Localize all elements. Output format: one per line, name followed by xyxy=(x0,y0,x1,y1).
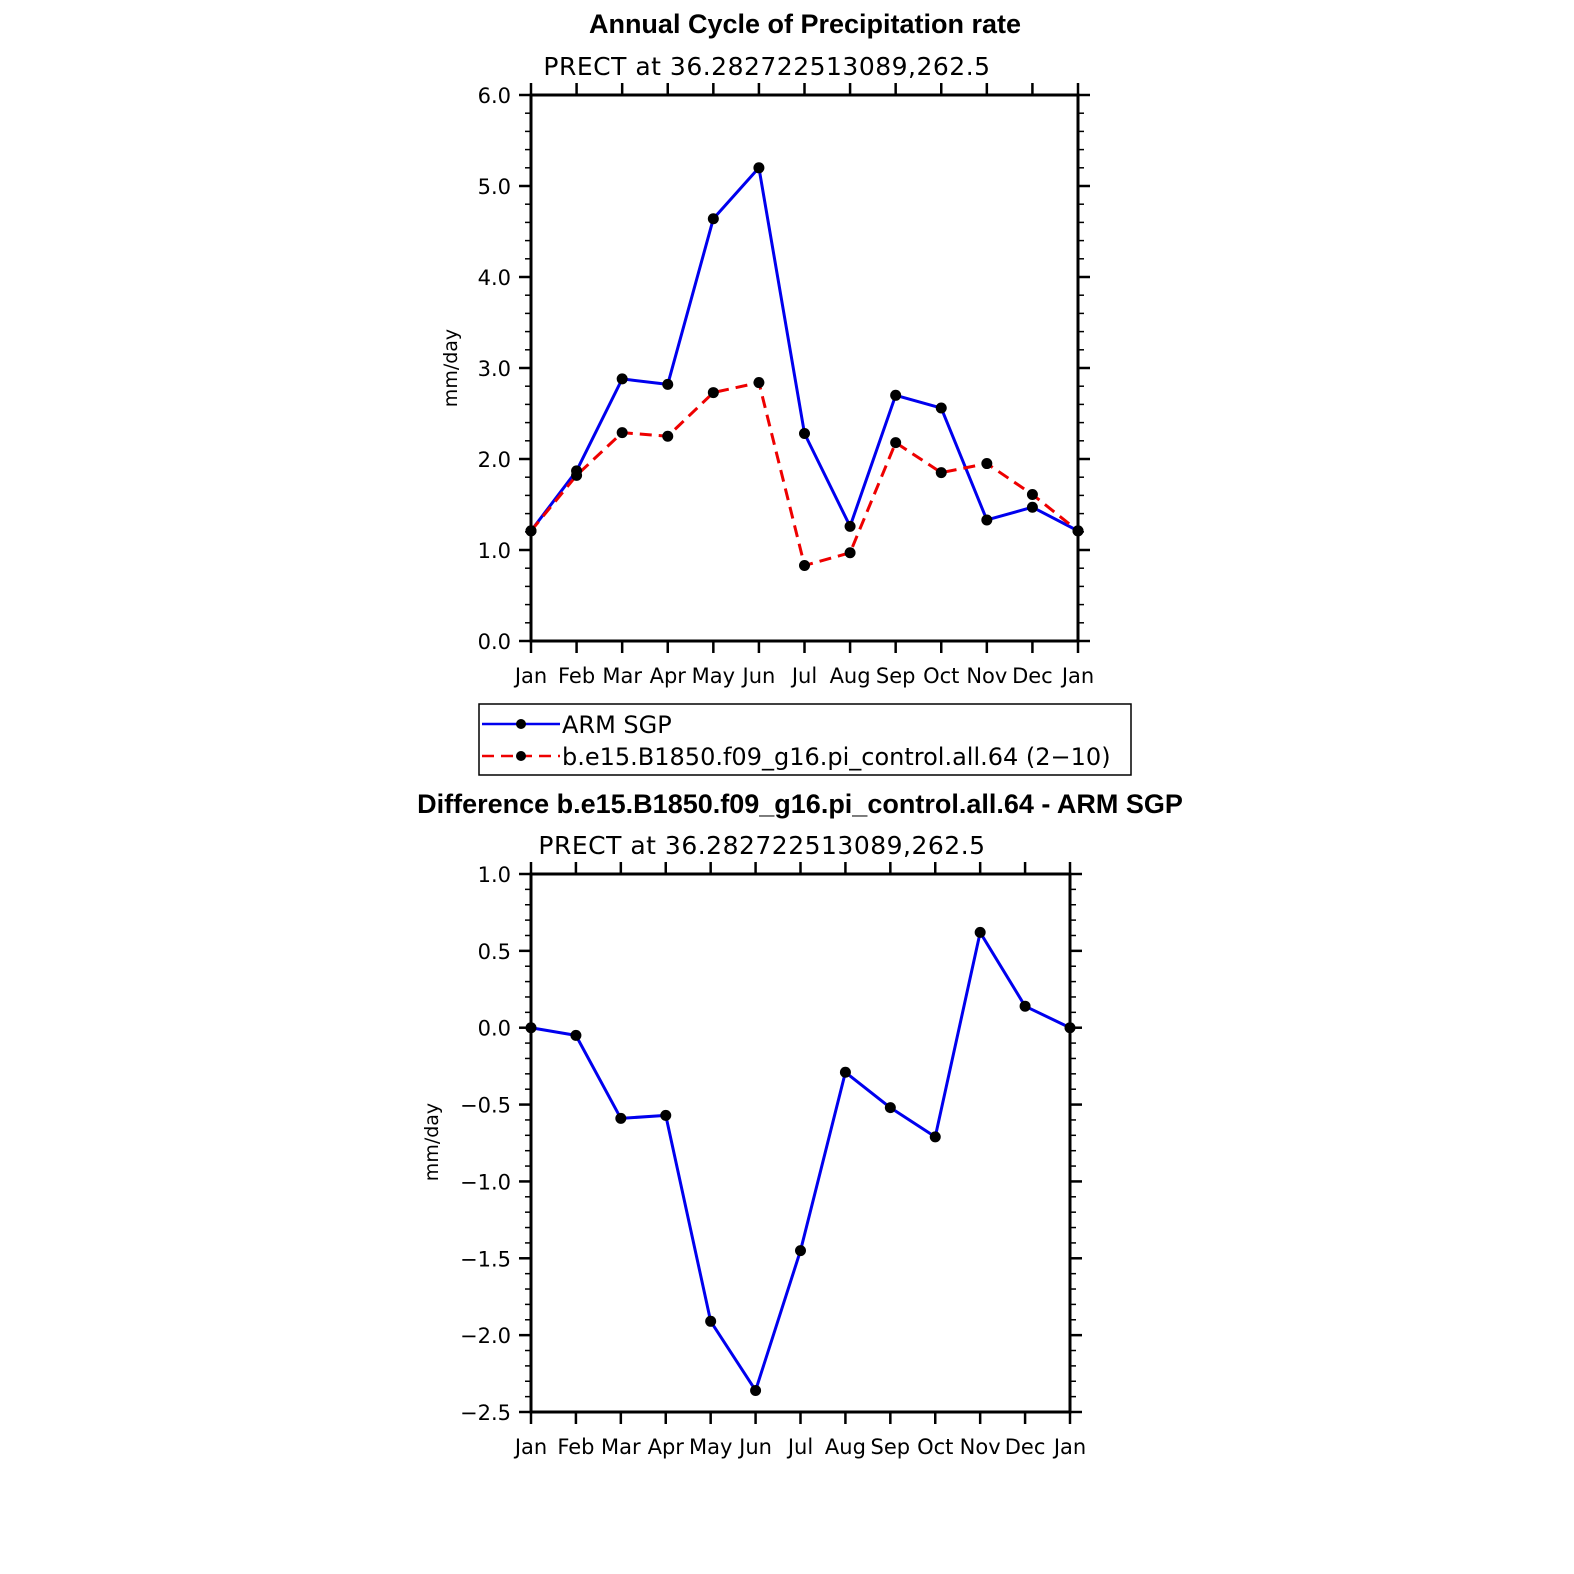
chart2-ytick-label: 0.0 xyxy=(478,1017,511,1041)
chart1-subtitle: PRECT at 36.282722513089,262.5 xyxy=(543,52,990,81)
chart1-series-1-point xyxy=(571,469,583,481)
chart1-series-0-point xyxy=(844,520,856,532)
chart1-series-0-point xyxy=(753,162,765,174)
chart1-series-1-point xyxy=(935,467,947,479)
chart1-xtick-label: Feb xyxy=(558,664,595,688)
chart1-series-1-point xyxy=(616,427,628,439)
chart1-plot-frame xyxy=(529,93,1080,643)
chart2-series-0-point xyxy=(884,1102,896,1114)
chart1-ylabel: mm/day xyxy=(440,329,462,407)
chart1-ytick-label: 2.0 xyxy=(478,448,511,472)
chart2-series-0-point xyxy=(1064,1022,1076,1034)
chart2-ytick-label: 0.5 xyxy=(478,940,511,964)
chart2-series-0-point xyxy=(795,1245,806,1257)
chart1-ytick-label: 3.0 xyxy=(478,357,511,381)
chart2-ytick-label: −2.0 xyxy=(460,1324,511,1348)
difference-chart: Difference b.e15.B1850.f09_g16.pi_contro… xyxy=(417,789,1183,1459)
chart2-xtick-label: Oct xyxy=(917,1435,953,1459)
chart1-series-0-point xyxy=(616,373,628,385)
chart1-series-1-point xyxy=(662,430,674,442)
chart2-series-0-point xyxy=(570,1029,582,1041)
chart2-ytick-label: −1.5 xyxy=(460,1247,511,1271)
chart1-xtick-label: Apr xyxy=(650,664,687,688)
chart1-xtick-label: May xyxy=(692,664,735,688)
chart2-ytick-label: −1.0 xyxy=(460,1170,511,1194)
chart1-ytick-label: 1.0 xyxy=(478,539,511,563)
chart2-xtick-label: Sep xyxy=(871,1435,911,1459)
chart1-series-1-point xyxy=(799,559,810,571)
chart2-title: Difference b.e15.B1850.f09_g16.pi_contro… xyxy=(417,789,1183,819)
chart1-ytick-label: 0.0 xyxy=(478,630,511,654)
chart2-xtick-label: Apr xyxy=(648,1435,685,1459)
chart1-xtick-label: Jan xyxy=(1060,664,1094,688)
chart2-xtick-label: Jan xyxy=(513,1435,547,1459)
chart1-series-0-point xyxy=(890,389,902,401)
chart1-xtick-label: Jul xyxy=(790,664,817,688)
chart1-xtick-label: Nov xyxy=(966,664,1007,688)
chart1-xtick-label: Sep xyxy=(876,664,916,688)
chart2-xtick-label: Feb xyxy=(557,1435,594,1459)
chart1-xtick-label: Aug xyxy=(830,664,871,688)
chart2-subtitle: PRECT at 36.282722513089,262.5 xyxy=(538,831,985,860)
chart1-ytick-label: 6.0 xyxy=(478,84,511,108)
chart1-xtick-label: Dec xyxy=(1012,664,1053,688)
chart2-ytick-label: −0.5 xyxy=(460,1094,511,1118)
chart2-ytick-label: 1.0 xyxy=(478,863,511,887)
chart1-xtick-label: Oct xyxy=(923,664,959,688)
chart1-series-0-line xyxy=(529,166,1079,533)
chart1-series-1-point xyxy=(1026,488,1038,500)
chart1-series-0-point xyxy=(799,428,810,440)
chart2-xtick-label: Dec xyxy=(1005,1435,1046,1459)
chart1-series-1-point xyxy=(1072,525,1084,537)
chart2-xtick-label: Jun xyxy=(737,1435,772,1459)
chart2-xtick-label: May xyxy=(689,1435,732,1459)
chart2-ylabel: mm/day xyxy=(421,1103,443,1181)
chart1-title: Annual Cycle of Precipitation rate xyxy=(589,9,1021,39)
legend-box xyxy=(478,703,1132,776)
chart1-series-1-point xyxy=(844,547,856,559)
legend: ARM SGP b.e15.B1850.f09_g16.pi_control.a… xyxy=(478,703,1132,776)
legend-marker-arm-sgp xyxy=(516,719,526,729)
chart1-series-0-point xyxy=(707,213,719,225)
chart2-series-0-point xyxy=(929,1131,941,1143)
chart1-series-1-line xyxy=(529,381,1079,567)
chart2-series-0-point xyxy=(705,1315,717,1327)
chart1-series-0-point xyxy=(1026,501,1038,513)
chart1-series-0-point xyxy=(935,402,947,414)
chart2-series-0-point xyxy=(615,1112,627,1124)
chart1-series-0-point xyxy=(981,514,993,526)
chart2-xtick-label: Nov xyxy=(960,1435,1001,1459)
chart1-xtick-label: Mar xyxy=(602,664,642,688)
chart1-xtick-label: Jan xyxy=(513,664,547,688)
chart1-series-1-point xyxy=(753,377,765,389)
legend-label-model: b.e15.B1850.f09_g16.pi_control.all.64 (2… xyxy=(562,743,1111,771)
chart2-series-0-point xyxy=(839,1066,851,1078)
legend-marker-model xyxy=(516,751,526,761)
chart2-xtick-label: Mar xyxy=(601,1435,641,1459)
chart2-xtick-label: Jul xyxy=(786,1435,813,1459)
chart2-series-0-point xyxy=(660,1109,672,1121)
chart2-series-0-point xyxy=(1019,1000,1031,1012)
legend-label-arm-sgp: ARM SGP xyxy=(562,711,672,739)
annual-cycle-chart: Annual Cycle of Precipitation rate PRECT… xyxy=(440,9,1094,688)
chart1-ytick-label: 5.0 xyxy=(478,175,511,199)
chart1-series-1-point xyxy=(525,525,537,537)
chart2-series-0-point xyxy=(525,1022,537,1034)
chart2-xtick-label: Aug xyxy=(825,1435,866,1459)
chart1-series-1-point xyxy=(707,387,719,399)
chart2-xtick-label: Jan xyxy=(1052,1435,1086,1459)
chart1-series-1-point xyxy=(890,437,902,449)
chart2-series-0-point xyxy=(974,926,986,938)
chart2-series-0-line xyxy=(530,930,1071,1392)
chart2-plot-frame xyxy=(529,872,1072,1414)
chart1-series-0-point xyxy=(662,378,674,390)
chart2-series-0-point xyxy=(750,1384,762,1396)
chart2-ytick-label: −2.5 xyxy=(460,1401,511,1425)
chart1-ytick-label: 4.0 xyxy=(478,266,511,290)
chart1-series-1-point xyxy=(981,458,993,470)
chart1-xtick-label: Jun xyxy=(741,664,776,688)
